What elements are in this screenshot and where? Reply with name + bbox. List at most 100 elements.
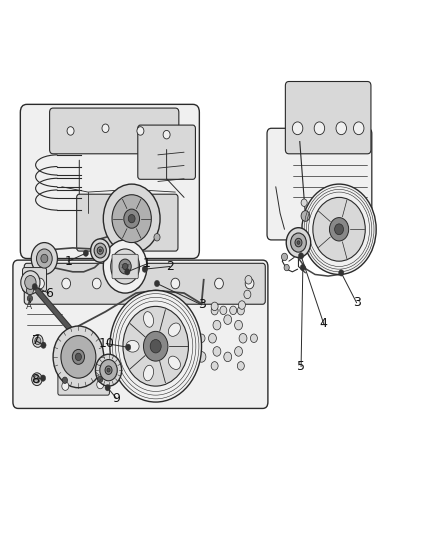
Circle shape [32,373,42,385]
Circle shape [286,228,311,257]
Text: 7: 7 [32,334,40,348]
Circle shape [235,346,243,356]
Circle shape [99,249,101,252]
Circle shape [282,253,288,261]
Circle shape [62,377,67,383]
Circle shape [339,270,344,276]
Circle shape [235,320,243,330]
Circle shape [239,334,247,343]
FancyBboxPatch shape [138,125,195,179]
Circle shape [41,254,48,263]
Circle shape [313,197,365,261]
Circle shape [211,361,218,370]
Circle shape [211,306,218,315]
Circle shape [292,122,303,135]
Circle shape [123,306,188,386]
Text: 4: 4 [320,318,328,330]
Circle shape [314,122,325,135]
Circle shape [95,354,122,386]
Circle shape [62,278,71,289]
Circle shape [100,360,117,381]
Circle shape [124,209,140,228]
FancyBboxPatch shape [13,260,268,408]
Circle shape [123,263,128,270]
Circle shape [238,301,245,309]
Circle shape [105,384,110,391]
Circle shape [301,199,307,206]
Circle shape [163,131,170,139]
Circle shape [31,243,57,274]
Circle shape [245,276,252,284]
Circle shape [53,326,104,387]
Circle shape [72,350,85,365]
FancyBboxPatch shape [286,82,371,154]
Circle shape [92,278,101,289]
Circle shape [144,332,168,361]
Circle shape [21,271,40,294]
Circle shape [98,376,103,382]
Circle shape [335,224,343,235]
Circle shape [301,211,310,221]
Text: 1: 1 [64,255,72,268]
Circle shape [40,375,46,381]
Circle shape [128,214,135,223]
Circle shape [103,184,160,253]
Circle shape [180,325,188,336]
Circle shape [26,286,33,295]
Circle shape [97,380,104,389]
Circle shape [295,238,302,247]
Circle shape [171,278,180,289]
Circle shape [251,334,258,343]
Circle shape [353,122,364,135]
Circle shape [62,382,69,390]
Circle shape [97,247,103,254]
Text: A: A [26,302,32,311]
Circle shape [111,249,140,284]
Ellipse shape [168,356,180,369]
Circle shape [25,276,36,289]
Circle shape [35,278,44,289]
Circle shape [336,122,346,135]
Circle shape [220,306,227,314]
Circle shape [94,243,106,258]
FancyBboxPatch shape [20,104,199,259]
Circle shape [34,375,40,383]
Circle shape [211,302,218,311]
Circle shape [297,241,300,244]
Circle shape [224,315,232,325]
Ellipse shape [144,312,154,327]
Circle shape [298,253,304,259]
Circle shape [302,184,376,274]
Circle shape [107,368,110,372]
Circle shape [35,337,41,345]
Circle shape [197,352,206,362]
Circle shape [126,344,131,351]
FancyBboxPatch shape [58,367,110,395]
Circle shape [105,366,112,374]
Circle shape [61,336,96,378]
Circle shape [27,295,32,302]
FancyBboxPatch shape [112,254,138,279]
Text: 6: 6 [45,287,53,300]
Circle shape [102,124,109,133]
FancyBboxPatch shape [22,268,46,292]
Circle shape [75,353,81,360]
Circle shape [137,127,144,135]
FancyBboxPatch shape [49,108,179,154]
Circle shape [198,334,205,343]
Circle shape [213,346,221,356]
Circle shape [110,290,201,402]
Circle shape [244,290,251,298]
Circle shape [119,259,131,274]
Circle shape [32,284,37,290]
Circle shape [284,264,289,271]
Text: 10: 10 [99,337,114,350]
Circle shape [290,233,306,252]
FancyBboxPatch shape [24,263,265,304]
Text: 3: 3 [353,296,360,309]
Circle shape [329,217,349,241]
Circle shape [83,250,88,256]
Circle shape [36,249,52,268]
Ellipse shape [168,323,180,336]
Text: 2: 2 [166,260,173,273]
